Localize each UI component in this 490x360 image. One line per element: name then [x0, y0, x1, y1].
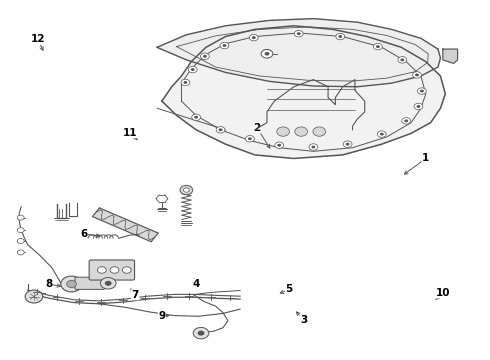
Text: 2: 2	[254, 123, 261, 133]
Text: 12: 12	[30, 35, 45, 44]
Circle shape	[297, 32, 301, 35]
Circle shape	[275, 142, 284, 148]
Circle shape	[219, 129, 222, 131]
Circle shape	[197, 330, 204, 336]
Circle shape	[417, 88, 426, 94]
Circle shape	[67, 280, 76, 288]
Circle shape	[404, 120, 408, 122]
Circle shape	[100, 278, 116, 289]
Circle shape	[345, 143, 349, 145]
Circle shape	[249, 35, 258, 41]
Circle shape	[98, 267, 106, 273]
Circle shape	[17, 250, 24, 255]
Circle shape	[181, 79, 190, 86]
Circle shape	[336, 33, 344, 40]
Circle shape	[295, 127, 308, 136]
Circle shape	[380, 133, 384, 135]
Circle shape	[309, 144, 318, 150]
Circle shape	[17, 228, 24, 233]
Circle shape	[17, 215, 24, 220]
Circle shape	[25, 290, 43, 303]
Text: 7: 7	[131, 290, 139, 300]
Circle shape	[183, 188, 189, 192]
Circle shape	[252, 36, 256, 39]
Polygon shape	[157, 19, 441, 87]
Text: 1: 1	[422, 153, 429, 163]
Circle shape	[105, 281, 112, 286]
Circle shape	[312, 145, 316, 148]
Circle shape	[180, 185, 193, 195]
Circle shape	[222, 44, 226, 47]
Circle shape	[343, 141, 352, 147]
Text: 10: 10	[436, 288, 450, 298]
Circle shape	[193, 327, 209, 339]
Circle shape	[313, 127, 326, 136]
Circle shape	[416, 105, 420, 108]
Text: 8: 8	[45, 279, 52, 289]
Circle shape	[373, 43, 382, 50]
Circle shape	[192, 114, 200, 121]
Circle shape	[377, 131, 386, 137]
Circle shape	[265, 52, 270, 55]
Circle shape	[200, 53, 209, 59]
Text: 5: 5	[285, 284, 293, 294]
Circle shape	[17, 238, 24, 243]
Circle shape	[194, 116, 198, 119]
Circle shape	[248, 137, 252, 140]
FancyBboxPatch shape	[89, 260, 135, 280]
Circle shape	[122, 267, 131, 273]
Text: 9: 9	[158, 311, 166, 320]
Text: 3: 3	[300, 315, 307, 325]
Polygon shape	[162, 26, 445, 158]
Circle shape	[188, 66, 197, 73]
Circle shape	[415, 73, 419, 76]
Circle shape	[203, 55, 207, 58]
Text: 4: 4	[193, 279, 200, 289]
Circle shape	[61, 276, 82, 292]
Circle shape	[414, 103, 423, 110]
Circle shape	[400, 58, 404, 61]
Circle shape	[277, 144, 281, 147]
Circle shape	[277, 127, 290, 136]
Polygon shape	[443, 49, 458, 63]
Circle shape	[216, 127, 225, 133]
Circle shape	[402, 118, 411, 124]
Circle shape	[183, 81, 187, 84]
Circle shape	[413, 72, 421, 78]
Circle shape	[398, 57, 407, 63]
Text: 11: 11	[123, 128, 137, 138]
Circle shape	[220, 42, 229, 49]
Circle shape	[338, 35, 342, 38]
FancyBboxPatch shape	[75, 277, 105, 289]
Circle shape	[191, 68, 195, 71]
Circle shape	[261, 49, 273, 58]
Circle shape	[376, 45, 380, 48]
Circle shape	[420, 90, 424, 93]
Circle shape	[245, 135, 254, 142]
Circle shape	[294, 31, 303, 37]
Polygon shape	[93, 208, 158, 242]
Circle shape	[110, 267, 119, 273]
Text: 6: 6	[80, 229, 87, 239]
